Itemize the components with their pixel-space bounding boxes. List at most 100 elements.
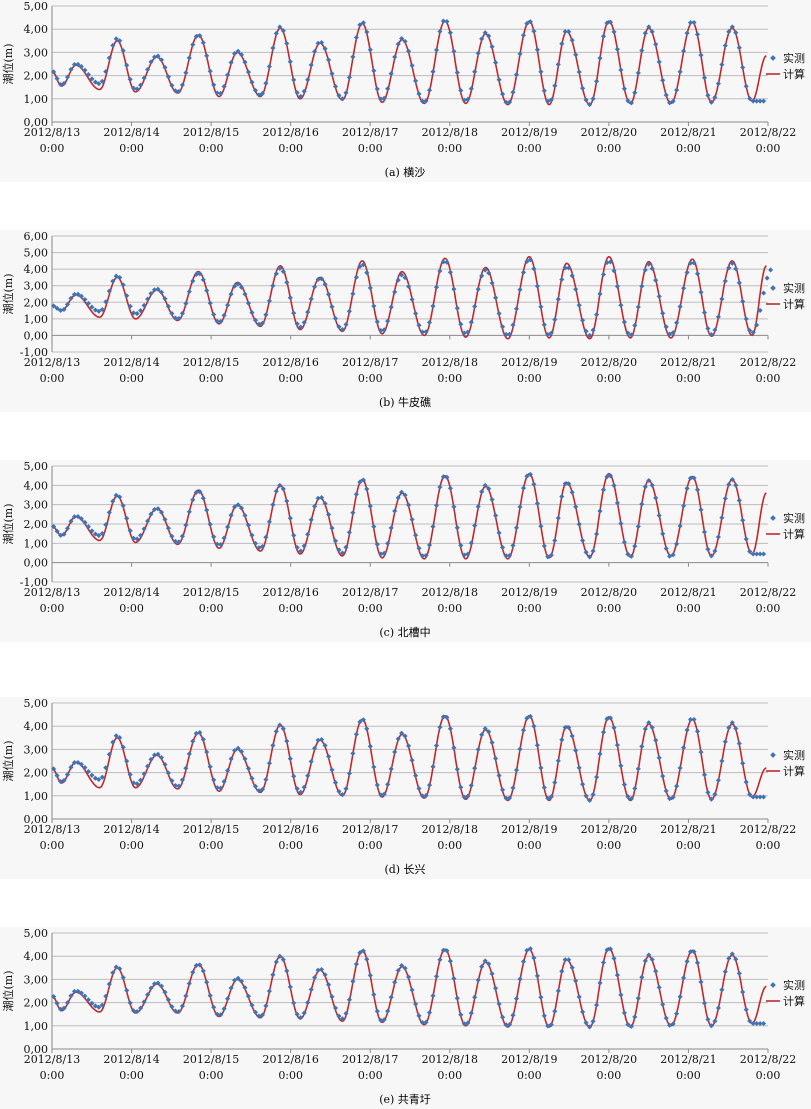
x-tick-label-date: 2012/8/13 bbox=[24, 586, 80, 599]
data-point-measured bbox=[493, 755, 499, 762]
data-point-measured bbox=[85, 524, 91, 530]
tide-chart-d: 0,00 1,00 2,00 3,00 4,00 5,00 2012/8/13 0:00 201… bbox=[1, 697, 805, 876]
data-point-measured bbox=[496, 530, 502, 536]
data-point-measured bbox=[761, 98, 767, 104]
data-point-measured bbox=[559, 737, 565, 743]
x-tick-label-date: 2012/8/14 bbox=[103, 823, 159, 836]
data-point-measured bbox=[555, 61, 561, 67]
data-point-measured bbox=[743, 83, 749, 89]
data-point-measured bbox=[85, 768, 91, 775]
data-point-measured bbox=[113, 964, 119, 970]
data-point-measured bbox=[503, 553, 509, 559]
data-point-measured bbox=[346, 529, 352, 535]
x-tick-label-date: 2012/8/21 bbox=[660, 823, 716, 836]
data-point-measured bbox=[207, 68, 213, 74]
data-point-measured bbox=[472, 303, 478, 309]
x-tick-label-time: 0:00 bbox=[119, 1069, 144, 1082]
data-point-measured bbox=[663, 788, 669, 794]
data-point-measured bbox=[270, 972, 276, 978]
data-point-measured bbox=[513, 996, 520, 1002]
data-point-measured bbox=[719, 758, 725, 764]
data-point-measured bbox=[329, 994, 335, 1000]
data-point-measured bbox=[252, 317, 259, 323]
data-point-measured bbox=[454, 525, 460, 531]
data-point-measured bbox=[319, 966, 325, 973]
x-tick-label-date: 2012/8/18 bbox=[422, 823, 478, 836]
data-point-measured bbox=[263, 312, 269, 318]
data-point-measured bbox=[183, 765, 189, 771]
data-point-measured bbox=[186, 289, 192, 295]
data-point-measured bbox=[639, 974, 645, 980]
data-point-measured bbox=[385, 781, 391, 787]
data-point-measured bbox=[698, 52, 704, 58]
data-point-measured bbox=[291, 77, 297, 83]
data-point-measured bbox=[190, 497, 196, 503]
y-tick-label: 5,00 bbox=[24, 460, 49, 473]
data-point-measured bbox=[527, 713, 533, 719]
x-tick-label-time: 0:00 bbox=[40, 1069, 65, 1082]
data-point-measured bbox=[183, 522, 189, 528]
y-tick-label: -1,00 bbox=[20, 576, 48, 589]
series-markers-measured bbox=[51, 18, 767, 108]
data-point-measured bbox=[232, 283, 238, 289]
x-tick-label-time: 0:00 bbox=[597, 1069, 622, 1082]
data-point-measured bbox=[468, 782, 474, 789]
data-point-measured bbox=[162, 761, 168, 768]
data-point-measured bbox=[503, 1022, 509, 1028]
data-point-measured bbox=[768, 267, 774, 273]
data-point-measured bbox=[169, 82, 175, 88]
y-tick-label: 3,00 bbox=[24, 743, 49, 756]
data-point-measured bbox=[364, 486, 370, 492]
data-point-measured bbox=[510, 785, 516, 791]
x-tick-label-date: 2012/8/22 bbox=[740, 356, 796, 369]
data-point-measured bbox=[705, 789, 711, 795]
data-point-measured bbox=[326, 291, 332, 297]
data-point-measured bbox=[371, 524, 377, 530]
data-point-measured bbox=[242, 512, 248, 519]
data-point-measured bbox=[169, 778, 175, 784]
data-point-measured bbox=[291, 310, 297, 316]
x-tick-label-time: 0:00 bbox=[278, 372, 303, 385]
y-tick-label: 0,00 bbox=[24, 116, 49, 129]
data-point-measured bbox=[743, 1007, 749, 1013]
data-point-measured bbox=[113, 492, 119, 498]
data-point-measured bbox=[656, 59, 662, 65]
data-point-measured bbox=[555, 296, 561, 302]
data-point-measured bbox=[413, 773, 419, 779]
data-point-measured bbox=[715, 1005, 721, 1011]
data-point-measured bbox=[614, 283, 620, 289]
data-point-measured bbox=[326, 512, 332, 518]
x-tick-label-time: 0:00 bbox=[437, 602, 462, 615]
data-point-measured bbox=[326, 57, 332, 63]
data-point-measured bbox=[538, 765, 544, 771]
data-point-measured bbox=[319, 276, 325, 282]
data-point-measured bbox=[165, 525, 171, 531]
y-tick-label: 1,00 bbox=[24, 93, 49, 106]
data-point-measured bbox=[761, 551, 767, 557]
data-point-measured bbox=[614, 972, 620, 978]
data-point-measured bbox=[625, 1021, 631, 1027]
x-tick-label-time: 0:00 bbox=[676, 602, 701, 615]
x-tick-label-time: 0:00 bbox=[278, 602, 303, 615]
data-point-measured bbox=[270, 502, 276, 508]
data-point-measured bbox=[78, 293, 84, 299]
data-point-measured bbox=[85, 300, 91, 306]
data-point-measured bbox=[600, 33, 607, 39]
data-point-measured bbox=[151, 54, 158, 60]
y-tick-label: 4,00 bbox=[24, 263, 49, 276]
data-point-measured bbox=[538, 69, 544, 75]
data-point-measured bbox=[597, 980, 603, 986]
data-point-measured bbox=[454, 995, 460, 1001]
data-point-measured bbox=[719, 515, 725, 521]
x-tick-label-date: 2012/8/17 bbox=[342, 586, 398, 599]
data-point-measured bbox=[694, 728, 701, 734]
data-point-measured bbox=[346, 997, 352, 1003]
x-tick-label-date: 2012/8/18 bbox=[422, 356, 478, 369]
y-tick-label: 3,00 bbox=[24, 973, 49, 986]
data-point-measured bbox=[287, 515, 293, 521]
x-tick-label-time: 0:00 bbox=[119, 839, 144, 852]
x-tick-label-time: 0:00 bbox=[119, 372, 144, 385]
data-point-measured bbox=[294, 786, 300, 792]
data-point-measured bbox=[489, 971, 495, 977]
data-point-measured bbox=[660, 531, 666, 537]
